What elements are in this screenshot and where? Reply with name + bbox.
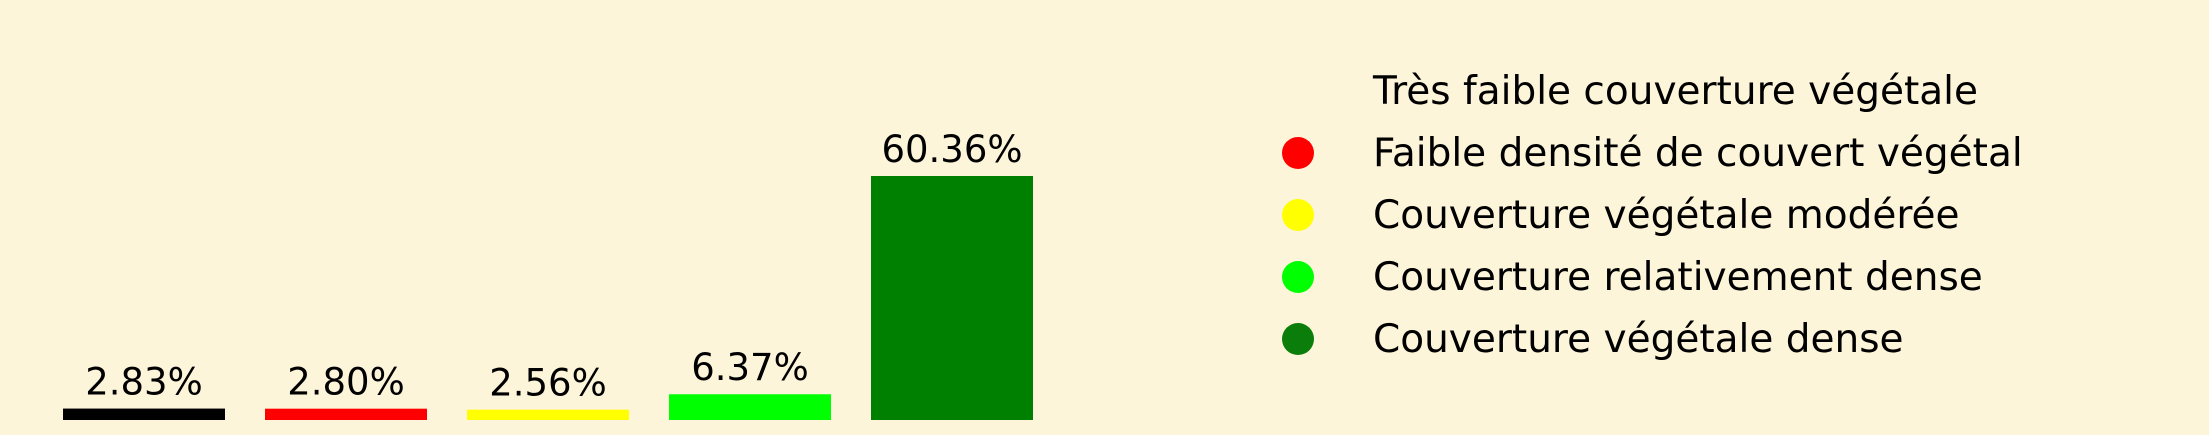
legend-label: Couverture végétale dense: [1373, 316, 1904, 362]
legend-marker-icon: [1282, 137, 1314, 169]
legend-label: Couverture relativement dense: [1373, 254, 1983, 300]
bar-value-label: 2.83%: [85, 361, 203, 404]
legend-label: Couverture végétale modérée: [1373, 192, 1960, 238]
legend-marker-icon: [1282, 323, 1314, 355]
bar-value-label: 6.37%: [691, 346, 809, 389]
legend-label: Très faible couverture végétale: [1373, 68, 1978, 114]
bar: [63, 408, 225, 420]
bar: [871, 176, 1033, 420]
bar: [669, 394, 831, 420]
legend-marker-icon: [1282, 261, 1314, 293]
bar-value-label: 2.80%: [287, 361, 405, 404]
bar: [265, 408, 427, 420]
bar: [467, 409, 629, 420]
bar-value-label: 2.56%: [489, 362, 607, 405]
legend-marker-icon: [1282, 199, 1314, 231]
bar-value-label: 60.36%: [881, 128, 1022, 171]
legend-label: Faible densité de couvert végétal: [1373, 130, 2023, 176]
bar-plot: 2.83% 2.80% 2.56% 6.37% 60.36%: [63, 128, 1033, 420]
legend-marker-icon: [1282, 75, 1314, 107]
